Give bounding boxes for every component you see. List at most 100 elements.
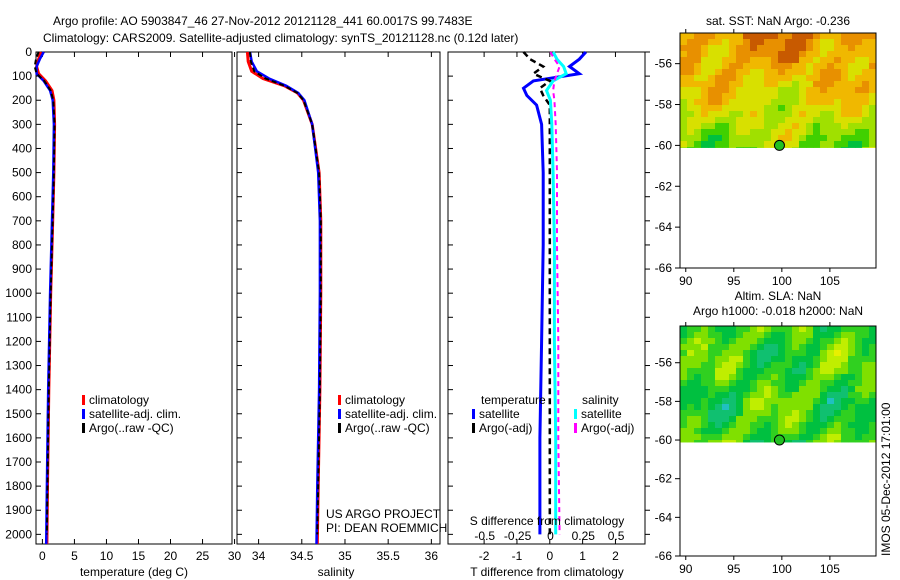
heatmap-cell [743,338,751,345]
credit-line-2: PI: DEAN ROEMMICH [326,521,447,535]
heatmap-cell [869,123,877,130]
x2-tick-label: 0.25 [572,529,596,543]
heatmap-cell [757,410,765,417]
heatmap-cell [736,356,744,363]
heatmap-cell [680,39,688,46]
heatmap-cell [827,374,835,381]
heatmap-cell [855,141,863,148]
heatmap-cell [792,63,800,70]
x-tick-label: 5 [71,549,78,563]
heatmap-cell [680,135,688,142]
heatmap-cell [813,362,821,369]
heatmap-cell [785,338,793,345]
heatmap-cell [806,416,814,423]
heatmap-cell [785,99,793,106]
heatmap-cell [820,63,828,70]
heatmap-cell [841,147,849,148]
heatmap-cell [820,33,828,40]
heatmap-cell [785,428,793,435]
heatmap-cell [708,326,716,333]
heatmap-cell [750,45,758,52]
heatmap-cell [743,105,751,112]
heatmap-cell [820,39,828,46]
heatmap-cell [722,392,730,399]
heatmap-cell [743,362,751,369]
heatmap-cell [736,362,744,369]
heatmap-cell [792,350,800,357]
legend-swatch [574,423,577,433]
heatmap-cell [785,404,793,411]
heatmap-cell [715,75,723,82]
heatmap-cell [820,147,828,148]
heatmap-cell [792,57,800,64]
heatmap-cell [820,374,828,381]
heatmap-cell [764,410,772,417]
heatmap-cell [799,117,807,124]
heatmap-cell [694,380,702,387]
heatmap-cell [694,81,702,88]
heatmap-cell [862,135,870,142]
heatmap-cell [764,141,772,148]
heatmap-cell [743,410,751,417]
heatmap-cell [869,392,877,399]
heatmap-cell [680,147,688,148]
heatmap-cell [820,57,828,64]
heatmap-cell [750,99,758,106]
heatmap-cell [736,135,744,142]
heatmap-cell [722,111,730,118]
heatmap-cell [799,63,807,70]
heatmap-cell [827,147,835,148]
heatmap-cell [862,45,870,52]
heatmap-cell [757,45,765,52]
heatmap-cell [729,350,737,357]
heatmap-cell [834,380,842,387]
heatmap-cell [722,422,730,429]
heatmap-cell [729,386,737,393]
heatmap-cell [764,386,772,393]
heatmap-cell [708,105,716,112]
heatmap-cell [722,87,730,94]
heatmap-cell [855,63,863,70]
heatmap-cell [792,368,800,375]
heatmap-cell [729,326,737,333]
heatmap-cell [729,51,737,58]
heatmap-cell [806,57,814,64]
heatmap-cell [869,356,877,363]
y-tick-label: 600 [12,190,32,204]
heatmap-cell [820,99,828,106]
heatmap-cell [792,39,800,46]
difference-xlabel: T difference from climatology [470,565,624,579]
heatmap-cell [841,99,849,106]
heatmap-cell [841,111,849,118]
heatmap-cell [750,129,758,136]
heatmap-cell [778,93,786,100]
heatmap-cell [820,81,828,88]
heatmap-cell [715,434,723,441]
heatmap-cell [869,93,877,100]
legend-swatch [82,423,85,433]
heatmap-cell [834,374,842,381]
heatmap-cell [848,75,856,82]
heatmap-cell [694,356,702,363]
heatmap-cell [827,129,835,136]
heatmap-cell [869,374,877,381]
heatmap-cell [855,368,863,375]
heatmap-cell [694,39,702,46]
heatmap-cell [736,338,744,345]
heatmap-cell [750,362,758,369]
heatmap-cell [708,356,716,363]
heatmap-cell [736,87,744,94]
heatmap-cell [792,428,800,435]
heatmap-cell [799,428,807,435]
heatmap-cell [799,111,807,118]
climatology-line [35,51,57,545]
lat-tick-label: -64 [655,510,673,524]
heatmap-cell [715,380,723,387]
heatmap-cell [708,75,716,82]
heatmap-cell [862,356,870,363]
heatmap-cell [687,356,695,363]
heatmap-cell [687,117,695,124]
heatmap-cell [729,380,737,387]
y-tick-label: 1800 [5,479,32,493]
heatmap-cell [778,135,786,142]
